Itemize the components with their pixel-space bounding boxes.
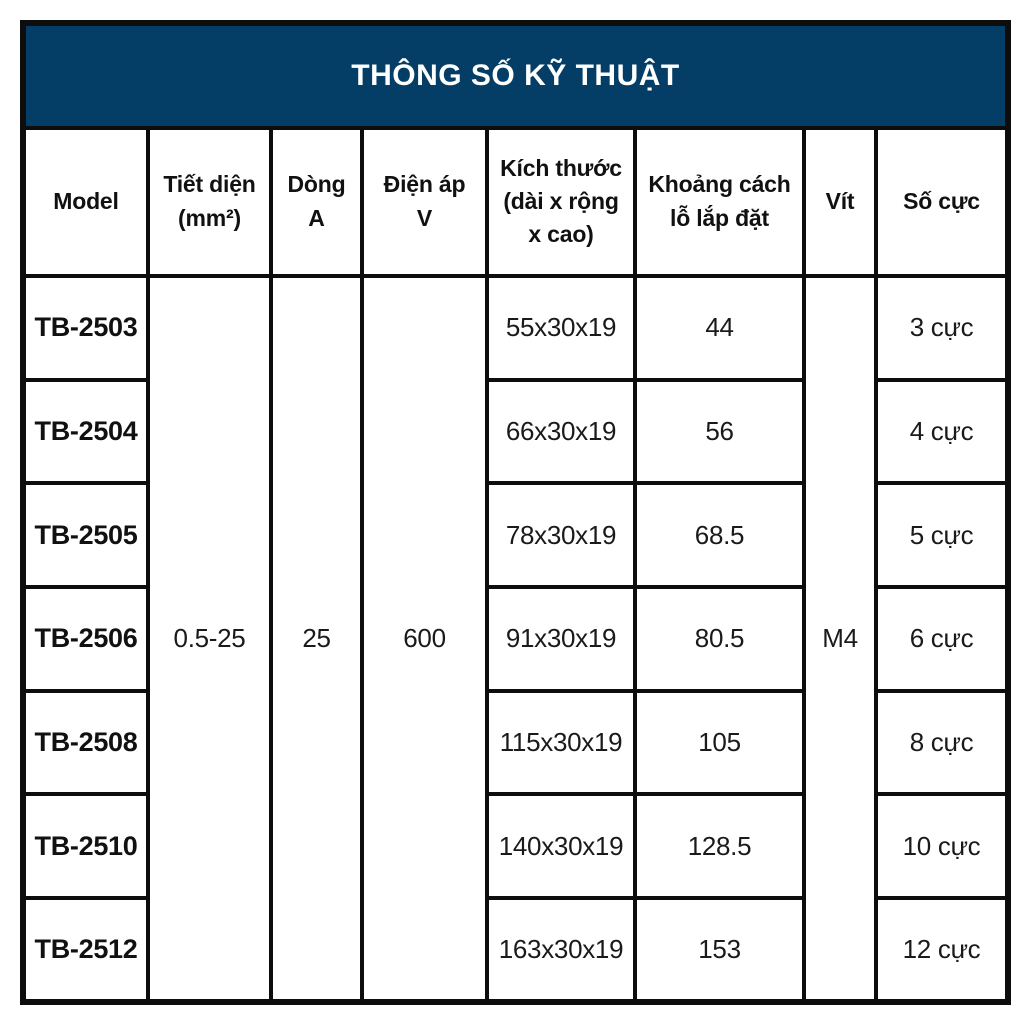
poles-cell: 10 cực <box>874 792 1010 901</box>
column-header-screw: Vít <box>802 125 878 278</box>
model-cell: TB-2512 <box>21 896 150 1004</box>
model-cell: TB-2506 <box>21 584 150 693</box>
screw-merged-cell: M4 <box>802 273 878 1005</box>
table-title: THÔNG SỐ KỸ THUẬT <box>21 21 1010 130</box>
poles-cell: 6 cực <box>874 584 1010 693</box>
hole-distance-cell: 128.5 <box>633 792 806 901</box>
dimensions-cell: 115x30x19 <box>485 688 637 797</box>
cross-section-merged-cell: 0.5-25 <box>146 273 273 1005</box>
hole-distance-cell: 44 <box>633 273 806 382</box>
dimensions-cell: 66x30x19 <box>485 377 637 486</box>
hole-distance-cell: 105 <box>633 688 806 797</box>
table-row: TB-2508 115x30x19 105 8 cực <box>21 688 1010 797</box>
column-header-voltage: Điện áp V <box>360 125 489 278</box>
title-row: THÔNG SỐ KỸ THUẬT <box>21 21 1010 130</box>
column-header-current: Dòng A <box>269 125 364 278</box>
model-cell: TB-2503 <box>21 273 150 382</box>
hole-distance-cell: 153 <box>633 896 806 1004</box>
poles-cell: 4 cực <box>874 377 1010 486</box>
dimensions-cell: 91x30x19 <box>485 584 637 693</box>
poles-cell: 5 cực <box>874 481 1010 589</box>
model-cell: TB-2504 <box>21 377 150 486</box>
column-header-hole-distance: Khoảng cách lỗ lắp đặt <box>633 125 806 278</box>
hole-distance-cell: 56 <box>633 377 806 486</box>
model-cell: TB-2510 <box>21 792 150 901</box>
dimensions-cell: 163x30x19 <box>485 896 637 1004</box>
table-row: TB-2506 91x30x19 80.5 6 cực <box>21 584 1010 693</box>
voltage-merged-cell: 600 <box>360 273 489 1005</box>
poles-cell: 12 cực <box>874 896 1010 1004</box>
header-row: Model Tiết diện (mm²) Dòng A Điện áp V K… <box>21 125 1010 278</box>
column-header-cross-section: Tiết diện (mm²) <box>146 125 273 278</box>
table-row: TB-2503 0.5-25 25 600 55x30x19 44 M4 3 c… <box>21 273 1010 1005</box>
table-row: TB-2504 66x30x19 56 4 cực <box>21 377 1010 486</box>
current-merged-cell: 25 <box>269 273 364 1005</box>
table-row: TB-2510 140x30x19 128.5 10 cực <box>21 792 1010 901</box>
model-cell: TB-2508 <box>21 688 150 797</box>
table-row: TB-2512 163x30x19 153 12 cực <box>21 896 1010 1004</box>
poles-cell: 3 cực <box>874 273 1010 382</box>
dimensions-cell: 140x30x19 <box>485 792 637 901</box>
column-header-poles: Số cực <box>874 125 1010 278</box>
hole-distance-cell: 68.5 <box>633 481 806 589</box>
model-cell: TB-2505 <box>21 481 150 589</box>
dimensions-cell: 55x30x19 <box>485 273 637 382</box>
dimensions-cell: 78x30x19 <box>485 481 637 589</box>
hole-distance-cell: 80.5 <box>633 584 806 693</box>
table-row: TB-2505 78x30x19 68.5 5 cực <box>21 481 1010 589</box>
spec-table: THÔNG SỐ KỸ THUẬT Model Tiết diện (mm²) … <box>20 20 1011 1005</box>
column-header-model: Model <box>21 125 150 278</box>
column-header-dimensions: Kích thước (dài x rộng x cao) <box>485 125 637 278</box>
poles-cell: 8 cực <box>874 688 1010 797</box>
